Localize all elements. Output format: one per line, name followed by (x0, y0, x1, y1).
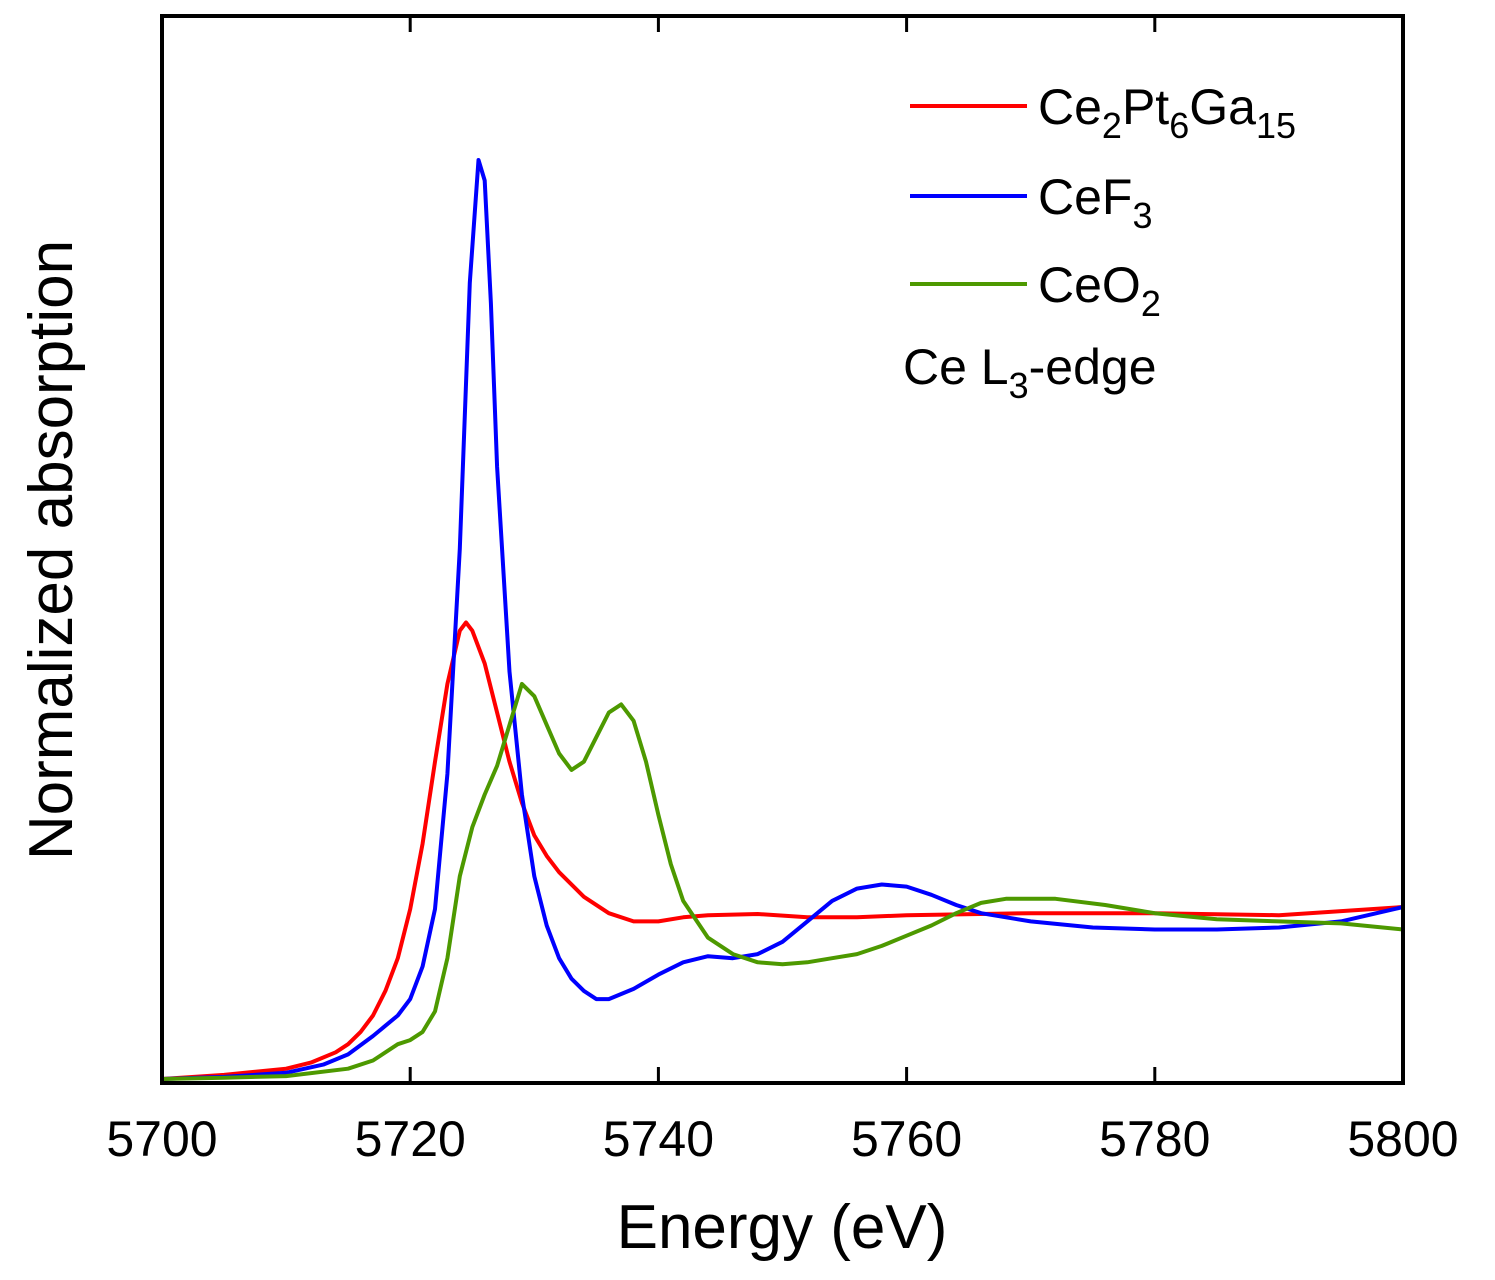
series-line-ce2pt6ga15 (160, 620, 1405, 1081)
x-tick-label: 5700 (106, 1111, 217, 1167)
x-axis-label: Energy (eV) (617, 1193, 948, 1262)
series-layer (160, 158, 1405, 1081)
x-tick-label: 5760 (851, 1111, 962, 1167)
legend-label-ce2pt6ga15: Ce2Pt6Ga15 (1038, 79, 1296, 146)
legend: Ce2Pt6Ga15 CeF3 CeO2 (910, 79, 1296, 324)
x-ticks: 5700 5720 5740 5760 5780 5800 (106, 16, 1459, 1167)
x-tick-label: 5740 (603, 1111, 714, 1167)
edge-annotation: Ce L3-edge (903, 339, 1157, 406)
x-tick-label: 5800 (1347, 1111, 1458, 1167)
x-tick-label: 5720 (355, 1111, 466, 1167)
y-axis-label: Normalized absorption (17, 240, 86, 860)
legend-label-ceo2: CeO2 (1038, 257, 1161, 324)
legend-label-cef3: CeF3 (1038, 169, 1153, 236)
x-tick-label: 5780 (1099, 1111, 1210, 1167)
series-line-cef3 (160, 158, 1405, 1081)
series-line-ceo2 (160, 681, 1405, 1081)
plot-frame (160, 14, 1405, 1085)
